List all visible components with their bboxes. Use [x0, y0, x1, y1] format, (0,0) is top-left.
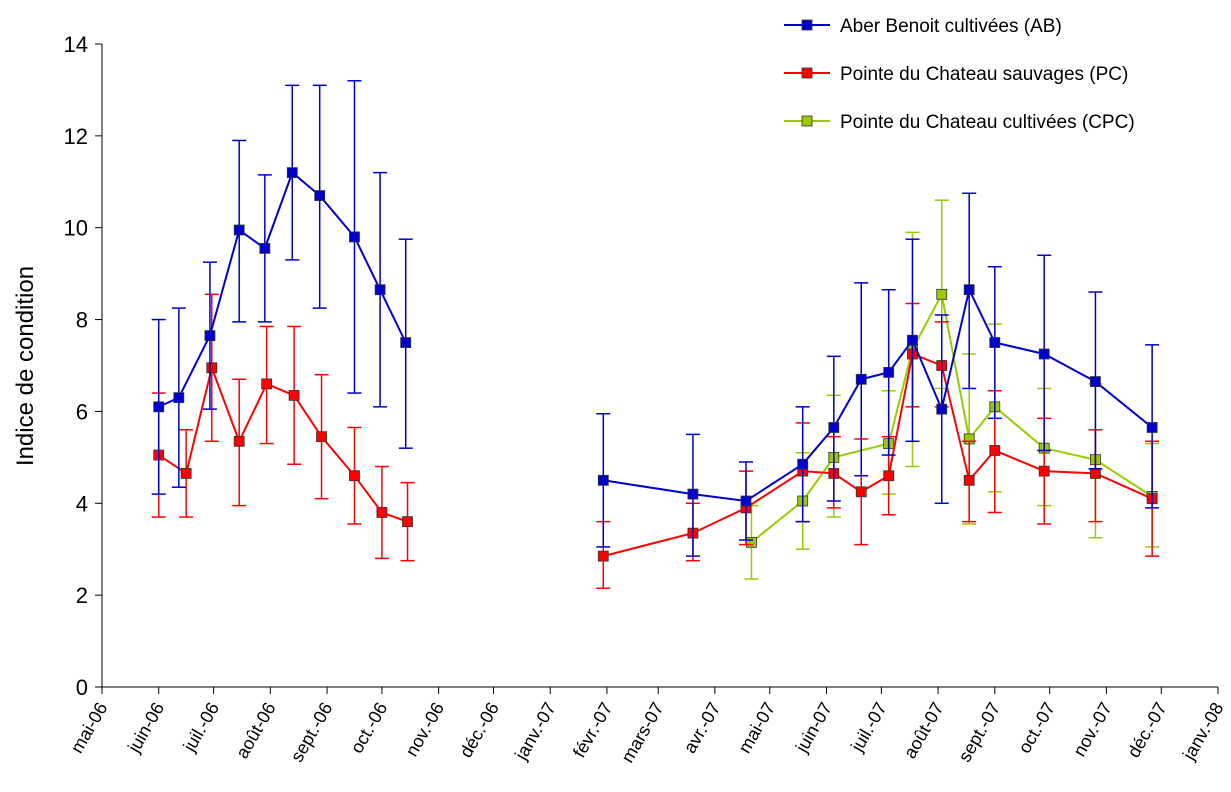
y-axis: 0 2 4 6 8 10 12 14 Indice de condition: [12, 32, 103, 700]
data-point: [989, 445, 1001, 456]
y-tick-label: 2: [76, 583, 88, 608]
data-point: [173, 392, 185, 404]
series-line: [158, 364, 408, 523]
data-point: [883, 366, 895, 378]
x-tick-label: sept.-06: [287, 699, 337, 765]
legend-item: Pointe du Chateau cultivées (CPC): [784, 112, 1135, 133]
data-point: [597, 550, 609, 562]
data-point: [746, 536, 757, 548]
x-tick-label: juin-06: [123, 699, 168, 757]
legend: Aber Benoit cultivées (AB) Pointe du Chat…: [784, 16, 1135, 133]
data-point: [286, 167, 298, 179]
x-tick-label: mai-06: [67, 699, 112, 757]
data-point: [936, 288, 948, 300]
data-point: [261, 378, 273, 390]
x-tick-label: sept.-07: [954, 699, 1004, 765]
x-tick-label: nov.-06: [401, 699, 448, 760]
data-point: [963, 284, 975, 296]
data-point: [855, 373, 867, 385]
x-tick-label: janv.-07: [511, 699, 560, 764]
x-tick-label: avr.-07: [680, 699, 725, 757]
y-tick-label: 10: [64, 216, 88, 241]
data-point: [374, 284, 386, 296]
data-point: [1090, 468, 1101, 479]
legend-marker: [801, 67, 813, 79]
y-tick-label: 6: [76, 399, 88, 424]
x-tick-label: oct.-06: [347, 699, 392, 757]
x-tick-label: oct.-07: [1014, 699, 1059, 757]
data-point: [349, 231, 360, 243]
data-point: [233, 435, 245, 447]
series-line: [603, 286, 1153, 503]
data-point: [963, 474, 975, 486]
x-tick-label: déc.-07: [1123, 699, 1170, 761]
data-point: [204, 330, 216, 342]
legend-label: Aber Benoit cultivées (AB): [840, 16, 1062, 37]
legend-label: Pointe du Chateau cultivées (CPC): [840, 112, 1135, 133]
data-point: [349, 470, 360, 482]
y-tick-label: 8: [76, 308, 88, 333]
data-point: [1090, 376, 1101, 387]
data-point: [259, 242, 271, 254]
legend-marker: [801, 19, 813, 31]
y-tick-label: 14: [64, 32, 88, 57]
data-point: [1038, 348, 1050, 360]
data-point: [402, 516, 413, 528]
data-point: [855, 486, 867, 498]
x-tick-label: nov.-07: [1069, 699, 1116, 760]
data-point: [288, 389, 300, 401]
data-point: [797, 458, 809, 470]
data-point: [233, 224, 245, 236]
data-point: [400, 337, 412, 348]
error-bars: [151, 79, 1160, 557]
y-axis-label: Indice de condition: [12, 266, 39, 466]
data-point: [1146, 422, 1158, 433]
x-tick-label: févr.-07: [569, 699, 616, 761]
x-tick-label: janv.-08: [1178, 699, 1227, 764]
data-point: [153, 401, 165, 413]
error-bars: [151, 293, 1160, 590]
data-point: [687, 488, 699, 500]
x-tick-label: déc.-06: [456, 699, 503, 761]
y-tick-label: 4: [76, 491, 88, 516]
data-point: [828, 422, 840, 433]
series-1: [151, 293, 1160, 590]
x-tick-label: juil.-07: [846, 699, 890, 756]
data-point: [314, 190, 326, 201]
x-tick-label: juil.-06: [179, 699, 223, 756]
data-point: [740, 495, 752, 507]
x-tick-label: juin-07: [791, 699, 836, 757]
y-ticks: 0 2 4 6 8 10 12 14: [64, 32, 102, 700]
data-point: [316, 431, 327, 443]
data-point: [376, 507, 388, 518]
x-tick-label: août-07: [900, 699, 948, 762]
series-0: [151, 79, 1160, 557]
data-point: [883, 470, 895, 482]
legend-marker: [801, 115, 813, 127]
legend-label: Pointe du Chateau sauvages (PC): [840, 64, 1128, 85]
x-tick-label: mai-07: [734, 699, 779, 757]
y-tick-label: 0: [76, 675, 88, 700]
data-point: [1038, 465, 1050, 477]
plot-area: [151, 79, 1160, 590]
x-tick-label: mars-07: [617, 699, 667, 766]
series-line: [603, 352, 1153, 558]
data-point: [907, 334, 918, 346]
x-axis: mai-06 juin-06 juil.-06 août-06 sept.-06 oct.…: [67, 686, 1227, 766]
data-point: [989, 337, 1001, 348]
data-point: [180, 468, 192, 479]
legend-item: Pointe du Chateau sauvages (PC): [784, 64, 1128, 85]
series-line: [158, 170, 407, 408]
data-point: [936, 403, 948, 415]
data-point: [206, 362, 218, 374]
x-ticks: mai-06 juin-06 juil.-06 août-06 sept.-06 oct.…: [67, 687, 1227, 766]
y-tick-label: 12: [64, 124, 88, 149]
x-tick-label: août-06: [232, 699, 280, 762]
legend-item: Aber Benoit cultivées (AB): [784, 16, 1062, 37]
series-line: [750, 291, 1153, 544]
data-point: [597, 474, 609, 486]
